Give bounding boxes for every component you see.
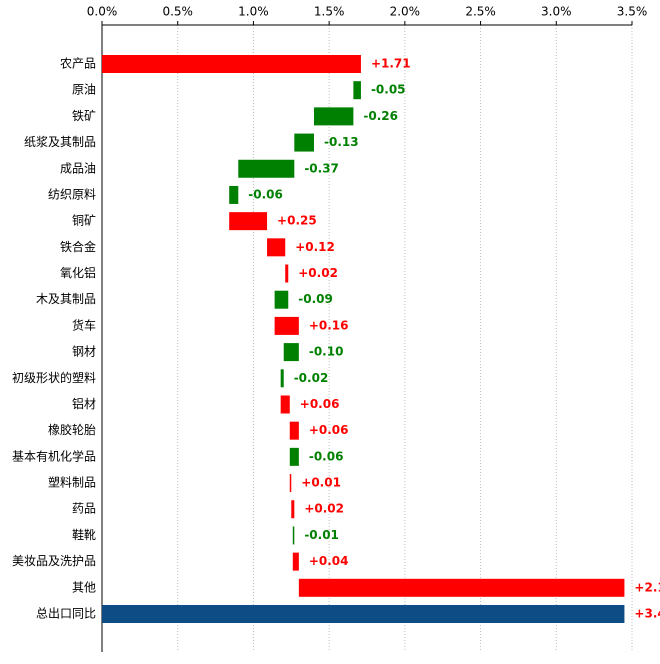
value-label: +0.16 [309,318,349,332]
x-tick-label: 1.5% [314,5,345,19]
value-label: +0.01 [301,476,341,490]
bar [292,526,295,545]
value-label: +0.02 [298,266,338,280]
bar [238,159,295,178]
bar [102,55,361,73]
value-label: -0.37 [304,161,339,175]
value-label: +0.12 [295,240,335,254]
category-label: 纺织原料 [48,187,96,201]
bar [292,552,299,571]
bar [298,578,625,597]
category-label: 总出口同比 [36,607,96,621]
category-label: 基本有机化学品 [12,448,96,463]
category-label: 初级形状的塑料 [12,370,96,385]
category-label: 药品 [72,502,96,516]
value-label: +3.45 [634,607,660,621]
category-label: 铁合金 [60,239,96,254]
value-label: -0.13 [324,135,359,149]
value-label: +0.25 [277,214,317,228]
value-label: +0.06 [300,397,340,411]
x-tick-label: 1.0% [238,5,269,19]
value-label: -0.05 [371,83,406,97]
bar [229,212,268,231]
bar [267,238,286,257]
x-tick-label: 3.0% [541,5,572,19]
category-label: 其他 [72,580,96,594]
value-label: -0.01 [304,528,339,542]
value-label: -0.02 [294,371,329,385]
bar [289,421,299,440]
bar [291,500,295,519]
bar [280,369,284,388]
bar [274,316,299,335]
x-tick-label: 3.5% [617,5,648,19]
category-label: 货车 [72,317,96,332]
x-tick-label: 2.0% [390,5,421,19]
category-label: 美妆品及洗护品 [12,554,96,568]
category-label: 橡胶轮胎 [48,422,96,437]
bar [353,81,361,100]
bar [314,107,354,126]
value-label: +0.06 [309,423,349,437]
category-label: 纸浆及其制品 [24,134,96,149]
bar [280,395,290,414]
value-label: -0.06 [309,449,344,463]
category-label: 氧化铝 [60,265,96,280]
value-label: +2.15 [634,580,660,594]
value-label: +0.02 [304,502,344,516]
category-label: 铝材 [72,396,96,411]
value-label: -0.09 [298,292,333,306]
value-label: -0.26 [363,109,398,123]
category-label: 木及其制品 [36,292,96,306]
category-label: 塑料制品 [48,475,96,490]
bar [229,185,239,204]
x-tick-label: 0.0% [87,5,118,19]
category-label: 钢材 [72,345,96,359]
category-label: 铜矿 [72,213,96,228]
bar [289,447,299,466]
total-bar [102,605,625,623]
value-label: -0.10 [309,345,344,359]
category-label: 农产品 [60,57,96,71]
category-label: 原油 [72,83,96,97]
value-label: +0.04 [309,554,349,568]
category-label: 成品油 [60,161,96,175]
bar [274,290,289,309]
bar [289,474,292,493]
category-label: 铁矿 [72,109,96,123]
bar [294,133,314,152]
value-label: -0.06 [248,187,283,201]
x-tick-label: 0.5% [162,5,193,19]
bar [283,343,299,362]
x-tick-label: 2.5% [465,5,496,19]
value-label: +1.71 [371,57,411,71]
category-label: 鞋靴 [72,527,96,542]
bar [285,264,289,283]
